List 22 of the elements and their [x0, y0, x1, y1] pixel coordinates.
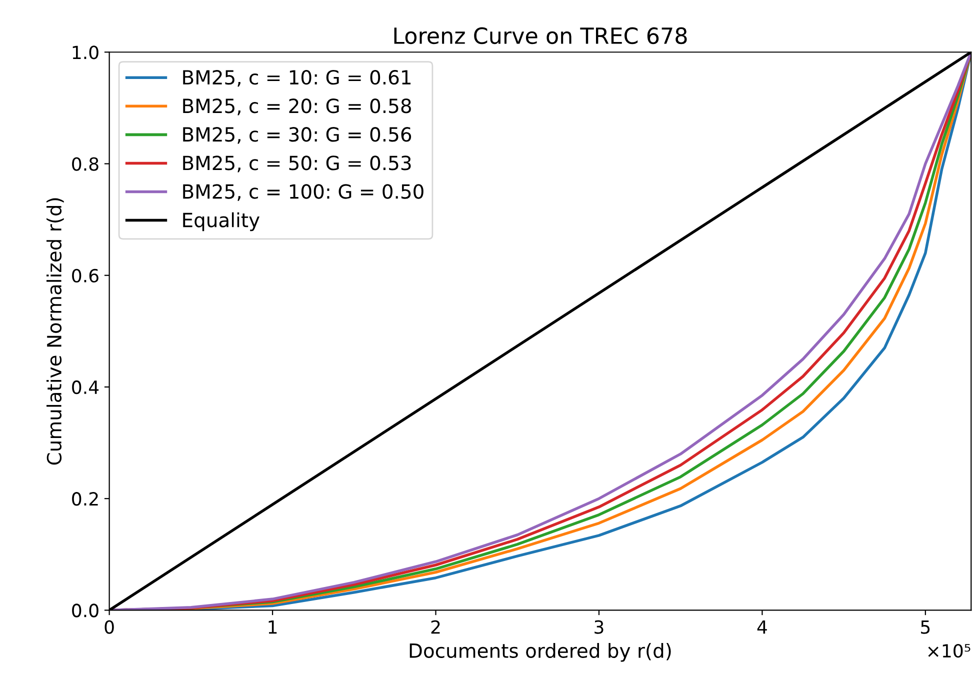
legend-label: BM25, c = 20: G = 0.58: [183, 98, 411, 116]
y-tick-label: 0.8: [72, 157, 98, 171]
chart-title: Lorenz Curve on TREC 678: [394, 27, 687, 44]
legend-label: BM25, c = 30: G = 0.56: [183, 127, 412, 144]
x-tick-label: 3: [594, 620, 604, 634]
x-tick-label: 2: [431, 620, 440, 634]
y-tick-label: 0.6: [72, 268, 98, 282]
legend-label: BM25, c = 100: G = 0.50: [183, 184, 424, 201]
x-tick-label: 4: [757, 620, 767, 634]
legend-label: Equality: [183, 212, 260, 232]
y-tick-label: 0.4: [72, 380, 99, 394]
text: ×10⁵: [928, 644, 970, 658]
y-tick-label: 1.0: [72, 46, 98, 60]
legend-label: BM25, c = 10: G = 0.61: [183, 70, 411, 87]
y-tick-label: 0.2: [72, 492, 98, 506]
x-tick-label: 5: [921, 620, 930, 634]
y-axis-title: Cumulative Normalized r(d): [46, 198, 64, 465]
x-axis-title: Documents ordered by r(d): [410, 642, 671, 662]
legend-label: BM25, c = 50: G = 0.53: [183, 156, 411, 172]
x-tick-label: 0: [104, 620, 114, 634]
y-tick-label: 0.0: [72, 604, 98, 618]
x-tick-label: 1: [268, 620, 277, 634]
